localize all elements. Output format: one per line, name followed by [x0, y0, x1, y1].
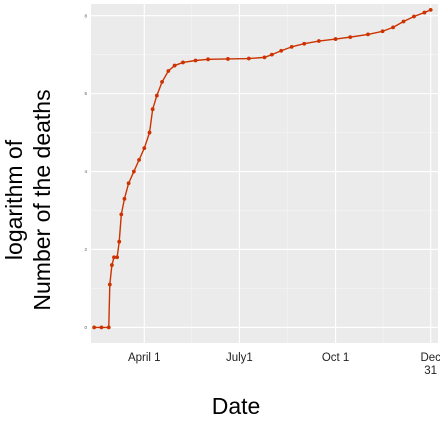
- data-point: [107, 282, 112, 287]
- data-point: [226, 57, 230, 61]
- data-point: [126, 181, 131, 186]
- data-point: [193, 58, 198, 63]
- x-tick-label: Dec 31: [420, 352, 440, 377]
- data-point: [160, 80, 164, 84]
- data-point: [269, 52, 274, 57]
- x-tick-label: April 1: [128, 352, 161, 364]
- x-axis-title: Date: [212, 393, 261, 418]
- y-tick-label: 8: [84, 13, 87, 18]
- data-point: [154, 93, 159, 98]
- data-point: [428, 7, 433, 12]
- y-axis-ticks: 0 2 4 6 8: [84, 13, 87, 330]
- x-tick-label: July1: [226, 352, 253, 364]
- x-tick-label: Oct 1: [322, 352, 349, 364]
- data-point: [262, 55, 267, 60]
- y-tick-label: 2: [84, 247, 87, 252]
- y-axis-title: logarithm ofNumber of the deaths: [1, 89, 55, 310]
- data-point: [112, 255, 116, 260]
- data-point: [412, 14, 416, 19]
- data-point: [181, 60, 185, 65]
- y-tick-label: 4: [84, 169, 87, 174]
- data-point: [246, 56, 251, 61]
- data-point: [115, 255, 120, 260]
- series-line: [94, 9, 431, 329]
- data-point: [172, 63, 177, 68]
- data-point: [117, 239, 122, 244]
- y-tick-label: 6: [84, 91, 87, 96]
- data-point: [366, 32, 370, 37]
- data-point: [206, 57, 210, 62]
- data-point: [119, 212, 124, 217]
- y-tick-label: 0: [84, 325, 87, 330]
- data-point: [131, 169, 136, 174]
- data-point: [142, 146, 147, 151]
- data-point: [106, 325, 111, 330]
- data-point: [92, 325, 97, 330]
- data-point: [380, 29, 385, 34]
- data-point: [302, 41, 307, 46]
- data-point: [99, 325, 104, 330]
- data-point: [166, 69, 171, 73]
- data-point: [422, 10, 427, 15]
- y-axis-title-text: logarithm ofNumber of the deaths: [1, 89, 55, 310]
- data-point: [401, 19, 406, 24]
- data-point: [391, 25, 395, 30]
- data-point: [137, 157, 141, 162]
- data-point: [150, 107, 155, 112]
- plot-background: [91, 4, 438, 343]
- data-point: [289, 44, 294, 49]
- series-deaths: [92, 7, 433, 330]
- data-point: [110, 263, 114, 267]
- data-point: [147, 130, 152, 135]
- data-point: [333, 37, 338, 41]
- data-point: [279, 48, 284, 53]
- data-point: [348, 35, 353, 40]
- data-point: [316, 39, 321, 43]
- data-point: [122, 196, 127, 201]
- x-axis-ticks: April 1 July1 Oct 1 Dec 31: [128, 352, 440, 377]
